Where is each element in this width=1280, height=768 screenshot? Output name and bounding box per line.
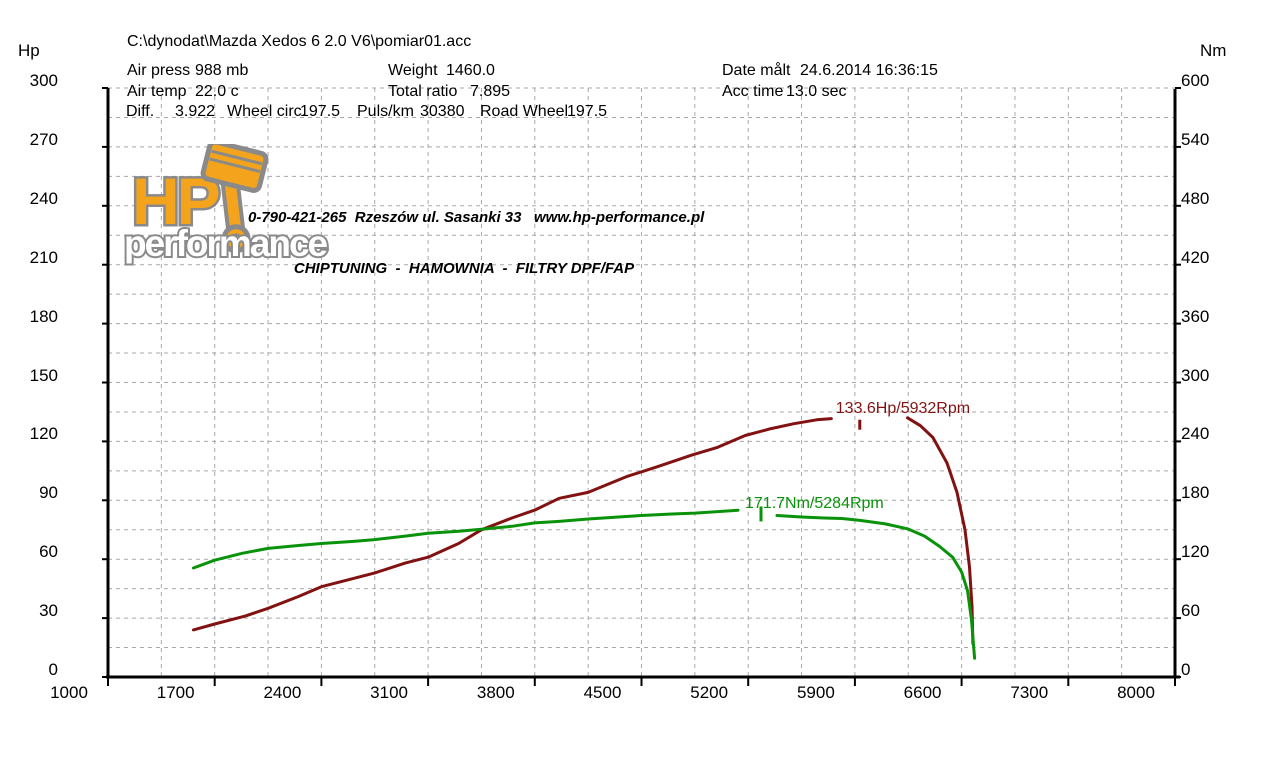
date-value: 24.6.2014 16:36:15: [800, 62, 938, 79]
air-press-label: Air press: [127, 62, 191, 79]
y-left-tick-label: 270: [29, 129, 58, 149]
total-ratio-label: Total ratio: [388, 83, 458, 100]
x-tick-label: 4500: [583, 683, 622, 702]
y-left-tick-label: 180: [29, 306, 58, 326]
acc-time-value: 13.0 sec: [786, 83, 847, 100]
diff-value: 3.922: [175, 103, 216, 120]
logo-performance-text: performance: [124, 223, 328, 264]
power-peak-annotation: 133.6Hp/5932Rpm: [835, 399, 971, 417]
contact-line2: CHIPTUNING - HAMOWNIA - FILTRY DPF/FAP: [293, 260, 635, 277]
x-tick-label: 5200: [690, 683, 729, 702]
x-tick-label: 7300: [1010, 683, 1049, 702]
x-tick-label: 3800: [476, 683, 515, 702]
puls-km-value: 30380: [420, 103, 465, 120]
y-right-tick-label: 600: [1181, 71, 1210, 90]
piston-icon: [200, 144, 269, 254]
weight-label: Weight: [388, 62, 438, 79]
wheel-circ-label: Wheel circ.: [227, 103, 307, 120]
x-tick-label: 3100: [370, 683, 409, 702]
y-right-tick-label: 480: [1181, 188, 1210, 208]
power-curve: [906, 416, 975, 646]
road-wheel-label: Road Wheel: [480, 103, 569, 120]
y-left-axis-unit: Hp: [18, 41, 40, 60]
y-right-tick-label: 300: [1181, 365, 1210, 385]
y-left-tick-label: 120: [29, 424, 58, 444]
y-left-tick-label: 0: [48, 660, 58, 679]
weight-value: 1460.0: [446, 62, 495, 79]
y-right-tick-label: 420: [1181, 247, 1210, 267]
hp-performance-logo: HP performance: [122, 144, 332, 266]
acc-time-label: Acc time: [722, 83, 784, 100]
y-right-tick-label: 540: [1181, 129, 1210, 149]
air-press-value: 988 mb: [195, 62, 249, 79]
contact-block: 0-790-421-265 Rzeszów ul. Sasanki 33 www…: [248, 175, 705, 311]
power-curve: [191, 417, 833, 632]
y-left-tick-label: 300: [29, 71, 58, 90]
torque-curve: [775, 514, 977, 660]
y-right-axis-unit: Nm: [1200, 41, 1227, 60]
x-tick-label: 5900: [796, 683, 835, 702]
y-right-tick-label: 360: [1181, 306, 1210, 326]
diff-label: Diff.: [126, 103, 155, 120]
file-path: C:\dynodat\Mazda Xedos 6 2.0 V6\pomiar01…: [127, 33, 472, 50]
wheel-circ-value: 197.5: [300, 103, 341, 120]
y-left-tick-label: 30: [39, 601, 58, 621]
x-tick-label: 2400: [263, 683, 302, 702]
x-tick-label: 6600: [903, 683, 942, 702]
torque-peak-annotation: 171.7Nm/5284Rpm: [745, 495, 884, 513]
y-right-tick-label: 240: [1181, 424, 1210, 444]
torque-curve: [191, 508, 740, 570]
road-wheel-value: 197.5: [567, 103, 608, 120]
x-tick-label: 1000: [50, 683, 88, 702]
air-temp-label: Air temp: [127, 83, 187, 100]
y-left-tick-label: 60: [39, 542, 58, 562]
air-temp-value: 22.0 c: [195, 83, 239, 100]
y-left-tick-label: 240: [29, 188, 58, 208]
y-right-tick-label: 120: [1181, 542, 1210, 562]
x-tick-label: 1700: [156, 683, 195, 702]
y-right-tick-label: 60: [1181, 601, 1200, 621]
contact-line1: 0-790-421-265 Rzeszów ul. Sasanki 33 www…: [248, 209, 705, 226]
y-right-tick-label: 180: [1181, 483, 1210, 503]
y-left-tick-label: 210: [29, 247, 58, 267]
date-label: Date målt: [722, 62, 791, 79]
x-tick-label: 8000: [1117, 683, 1155, 702]
total-ratio-value: 7.895: [470, 83, 511, 100]
y-left-tick-label: 90: [39, 483, 58, 503]
y-left-tick-label: 150: [29, 365, 58, 385]
y-right-tick-label: 0: [1181, 660, 1191, 679]
puls-km-label: Puls/km: [357, 103, 414, 120]
